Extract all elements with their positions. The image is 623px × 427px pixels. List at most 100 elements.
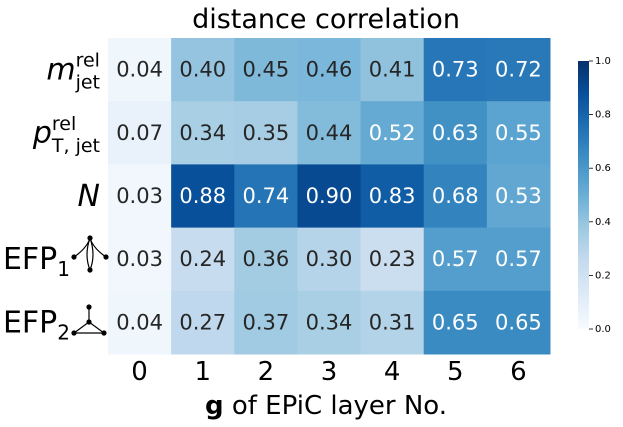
cell-value-label: 0.88 bbox=[179, 184, 226, 208]
heatmap-cell bbox=[423, 227, 488, 292]
cell-value-label: 0.57 bbox=[432, 247, 479, 271]
heatmap-cell bbox=[297, 290, 362, 355]
heatmap-cell bbox=[234, 290, 298, 355]
cell-value-label: 0.07 bbox=[116, 121, 163, 145]
heatmap-cell bbox=[171, 290, 235, 355]
heatmap-cell bbox=[486, 290, 551, 355]
cell-value-label: 0.45 bbox=[242, 58, 289, 82]
cell-value-label: 0.40 bbox=[179, 58, 226, 82]
cell-value-label: 0.53 bbox=[495, 184, 542, 208]
cell-value-label: 0.65 bbox=[432, 310, 479, 334]
colorbar-tick-label: 0.8 bbox=[595, 110, 611, 121]
cell-value-label: 0.27 bbox=[179, 310, 226, 334]
cell-value-label: 0.24 bbox=[179, 247, 226, 271]
cell-value-label: 0.23 bbox=[369, 247, 416, 271]
cell-value-label: 0.63 bbox=[432, 121, 479, 145]
heatmap-cell bbox=[171, 38, 235, 102]
heatmap-cell bbox=[486, 164, 551, 229]
heatmap-cell bbox=[297, 101, 362, 165]
x-tick-label: 6 bbox=[510, 357, 527, 387]
heatmap-cell bbox=[234, 227, 298, 292]
row-label: mrel bbox=[46, 50, 100, 88]
x-tick-label: 5 bbox=[447, 357, 464, 387]
heatmap-cell bbox=[423, 290, 488, 355]
cell-value-label: 0.04 bbox=[116, 310, 163, 334]
cell-value-label: 0.68 bbox=[432, 184, 479, 208]
cell-value-label: 0.55 bbox=[495, 121, 542, 145]
cell-value-label: 0.74 bbox=[242, 184, 289, 208]
colorbar-tick-label: 0.0 bbox=[595, 324, 611, 335]
cell-value-label: 0.46 bbox=[306, 58, 353, 82]
cell-value-label: 0.31 bbox=[369, 310, 416, 334]
efp-graph-icons bbox=[71, 235, 109, 336]
row-label: EFP1 bbox=[3, 242, 70, 281]
heatmap-cell bbox=[171, 227, 235, 292]
row-label: EFP2 bbox=[3, 305, 70, 344]
row-label: N bbox=[78, 179, 100, 214]
heatmap-cell bbox=[360, 101, 425, 165]
x-tick-label: 3 bbox=[321, 357, 338, 387]
colorbar-ticks: 0.0 0.2 0.4 0.6 0.8 1.0 bbox=[589, 56, 611, 335]
heatmap-cell bbox=[423, 164, 488, 229]
heatmap-cell bbox=[486, 227, 551, 292]
cell-value-label: 0.34 bbox=[306, 310, 353, 334]
heatmap-cell bbox=[486, 101, 551, 165]
x-tick-label: 1 bbox=[194, 357, 211, 387]
cell-value-label: 0.65 bbox=[495, 310, 542, 334]
cell-value-label: 0.04 bbox=[116, 58, 163, 82]
efp1-graph-icon bbox=[71, 235, 109, 273]
heatmap-cell bbox=[171, 164, 235, 229]
row-label-subscript: T, jet bbox=[51, 135, 100, 157]
chart-title: distance correlation bbox=[192, 4, 460, 35]
x-tick-label: 0 bbox=[131, 357, 148, 387]
heatmap-cell bbox=[108, 101, 172, 165]
colorbar bbox=[578, 61, 589, 329]
cell-value-label: 0.35 bbox=[242, 121, 289, 145]
cell-value-label: 0.83 bbox=[369, 184, 416, 208]
cell-value-label: 0.41 bbox=[369, 58, 416, 82]
cell-value-label: 0.03 bbox=[116, 184, 163, 208]
heatmap-cell bbox=[234, 164, 298, 229]
heatmap-cell bbox=[234, 38, 298, 102]
cell-value-label: 0.90 bbox=[306, 184, 353, 208]
cell-value-label: 0.44 bbox=[306, 121, 353, 145]
cell-value-label: 0.72 bbox=[495, 58, 542, 82]
heatmap-cell bbox=[360, 290, 425, 355]
heatmap-cell bbox=[108, 164, 172, 229]
heatmap-cell bbox=[360, 164, 425, 229]
heatmap-cell bbox=[108, 290, 172, 355]
heatmap-cell bbox=[297, 164, 362, 229]
cell-value-label: 0.36 bbox=[242, 247, 289, 271]
heatmap-cell bbox=[171, 101, 235, 165]
x-axis-label-bold: g bbox=[205, 391, 224, 421]
cell-value-label: 0.03 bbox=[116, 247, 163, 271]
heatmap-cell bbox=[360, 227, 425, 292]
heatmap-cell bbox=[423, 101, 488, 165]
heatmap-cell bbox=[360, 38, 425, 102]
colorbar-tick-label: 0.2 bbox=[595, 270, 611, 281]
x-axis-label: g of EPiC layer No. bbox=[205, 391, 447, 421]
x-tick-labels: 0 1 2 3 4 5 6 bbox=[131, 357, 526, 387]
heatmap-cell bbox=[297, 38, 362, 102]
row-label-subscript: jet bbox=[75, 72, 100, 94]
x-tick-label: 2 bbox=[258, 357, 275, 387]
heatmap-cell bbox=[423, 38, 488, 102]
cell-value-label: 0.34 bbox=[179, 121, 226, 145]
row-label: prel bbox=[32, 113, 76, 151]
cell-value-label: 0.73 bbox=[432, 58, 479, 82]
heatmap-cell bbox=[108, 38, 172, 102]
cell-value-label: 0.57 bbox=[495, 247, 542, 271]
heatmap-cell bbox=[486, 38, 551, 102]
colorbar-tick-label: 0.6 bbox=[595, 163, 611, 174]
heatmap-cell bbox=[108, 227, 172, 292]
cell-value-label: 0.52 bbox=[369, 121, 416, 145]
colorbar-tick-label: 0.4 bbox=[595, 217, 611, 228]
cell-value-label: 0.37 bbox=[242, 310, 289, 334]
x-tick-label: 4 bbox=[384, 357, 401, 387]
heatmap-cells: 0.04 0.40 0.45 0.46 0.41 0.73 0.72 0.07 0.34 0.35… bbox=[108, 38, 551, 355]
heatmap-cell bbox=[234, 101, 298, 165]
heatmap-cell bbox=[297, 227, 362, 292]
cell-value-label: 0.30 bbox=[306, 247, 353, 271]
